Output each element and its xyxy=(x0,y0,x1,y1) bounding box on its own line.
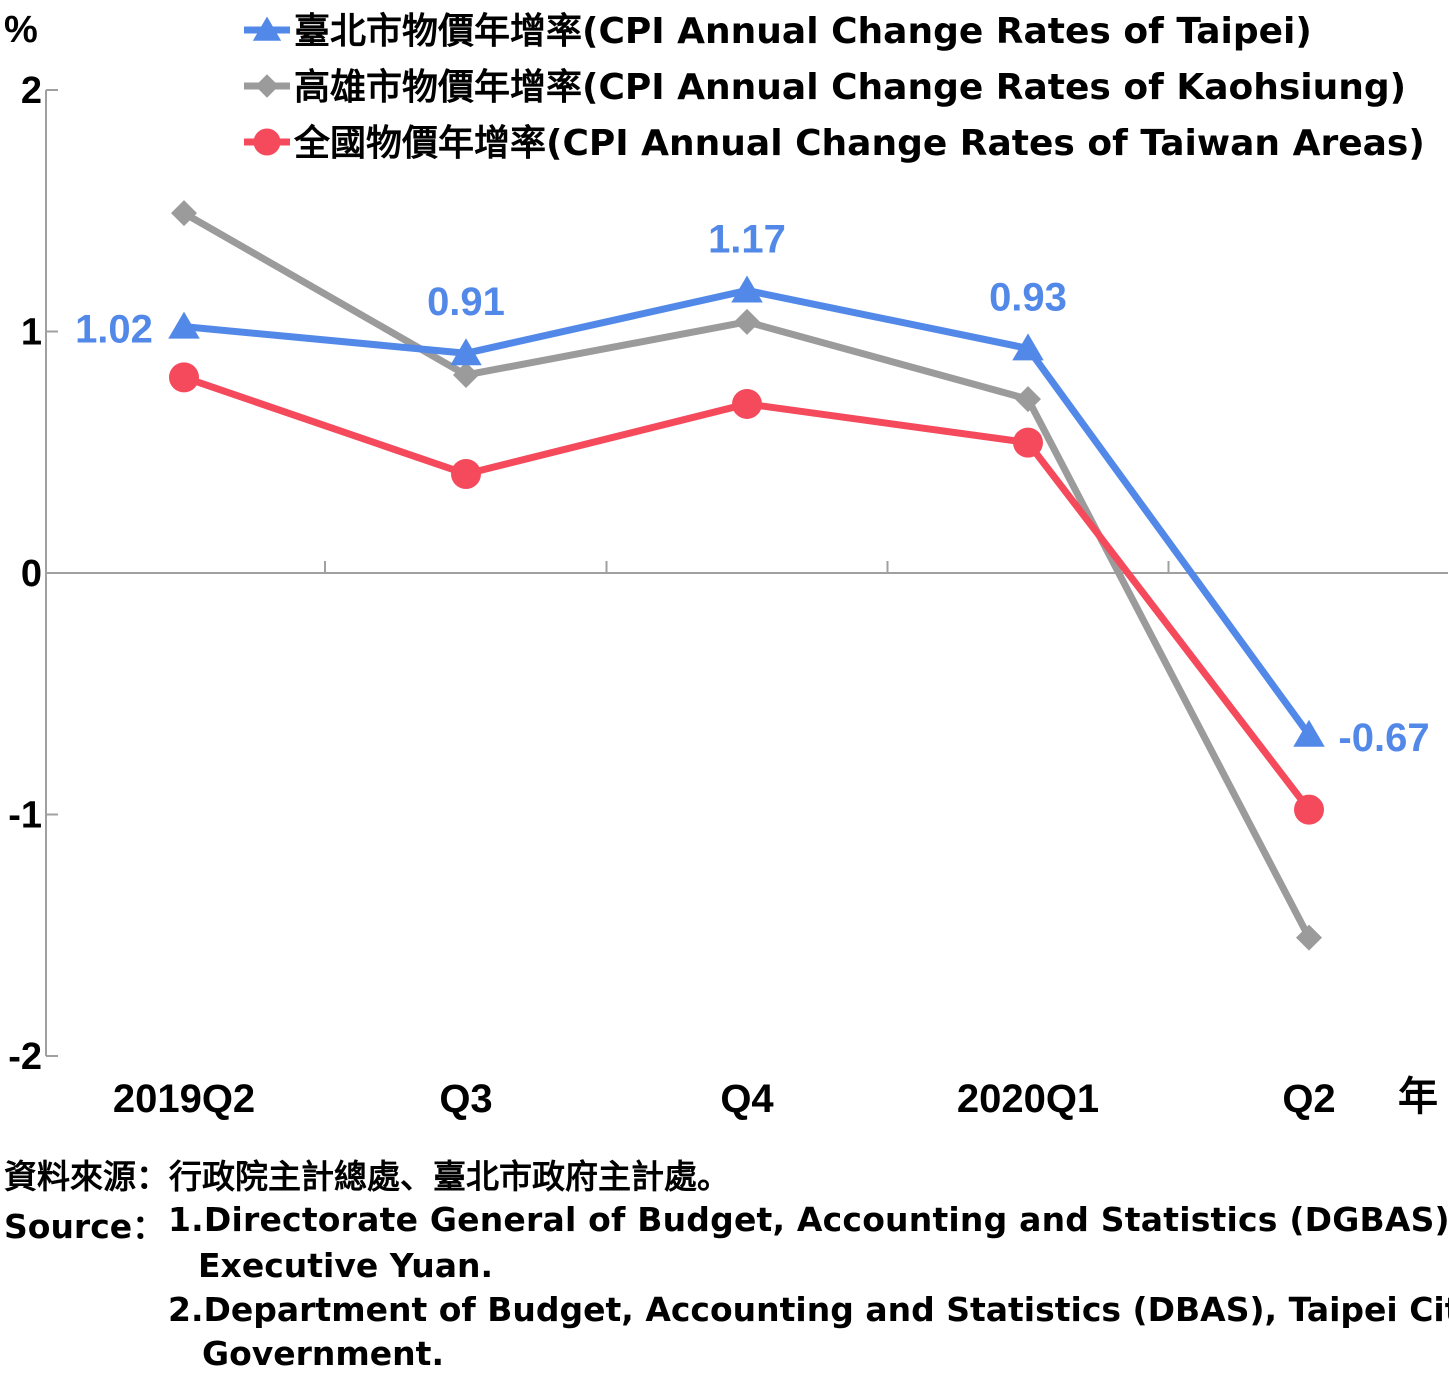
y-tick-label: 2 xyxy=(21,70,42,112)
marker-circle xyxy=(1294,794,1324,825)
y-tick-label: 0 xyxy=(21,553,42,595)
data-label: 1.17 xyxy=(708,217,786,261)
axes: 2 1 0 -1 -2 2019Q2 Q3 Q4 2020Q1 Q2% 年 xyxy=(4,9,1448,1121)
series-1 xyxy=(171,200,1322,951)
marker-diamond xyxy=(1015,386,1041,413)
source-en-prefix: Source： xyxy=(4,1207,166,1246)
marker-diamond xyxy=(453,361,479,388)
legend-entry: 全國物價年增率(CPI Annual Change Rates of Taiwa… xyxy=(293,122,1425,164)
y-tick-label: -1 xyxy=(8,795,42,837)
data-labels: 1.02 0.91 1.17 0.93 -0.67 xyxy=(75,217,1430,759)
marker-diamond xyxy=(255,74,279,98)
marker-triangle xyxy=(1012,333,1044,361)
y-tick-label: 1 xyxy=(21,312,42,354)
marker-circle xyxy=(451,458,481,489)
cpi-line-chart: 2 1 0 -1 -2 2019Q2 Q3 Q4 2020Q1 Q2% 年 1.02 0.91 1.17… xyxy=(4,9,1448,1121)
x-tick-label: Q3 xyxy=(439,1077,492,1121)
legend-entry: 高雄市物價年增率(CPI Annual Change Rates of Kaoh… xyxy=(294,67,1406,108)
y-tick-label: -2 xyxy=(8,1036,42,1078)
marker-triangle xyxy=(168,311,200,339)
data-label: -0.67 xyxy=(1338,716,1429,760)
data-label: 0.91 xyxy=(427,280,505,324)
marker-circle xyxy=(732,388,762,419)
marker-diamond xyxy=(1296,924,1322,951)
x-tick-label: Q4 xyxy=(720,1077,774,1121)
x-axis-title: 年 xyxy=(1398,1075,1438,1119)
marker-triangle xyxy=(1293,719,1325,747)
series-line xyxy=(183,286,1312,737)
marker-circle xyxy=(253,128,281,156)
legend-entry: 臺北市物價年增率(CPI Annual Change Rates of Taip… xyxy=(294,11,1312,52)
data-label: 1.02 xyxy=(75,308,153,352)
source-en-1a: 1.Directorate General of Budget, Account… xyxy=(168,1200,1449,1239)
marker-diamond xyxy=(171,200,197,227)
series-layer xyxy=(168,200,1325,951)
x-tick-label: Q2 xyxy=(1282,1077,1335,1121)
marker-triangle xyxy=(731,275,763,303)
source-en-2a: 2.Department of Budget, Accounting and S… xyxy=(168,1290,1449,1329)
source-en-1b: Executive Yuan. xyxy=(198,1246,494,1285)
data-label: 0.93 xyxy=(989,275,1067,319)
series-2 xyxy=(169,362,1324,825)
y-axis-title: % xyxy=(4,9,38,51)
source-note: 資料來源：行政院主計總處、臺北市政府主計處。 Source： 1.Directo… xyxy=(4,1150,1449,1373)
legend: 臺北市物價年增率(CPI Annual Change Rates of Taip… xyxy=(244,11,1425,164)
source-zh: 資料來源：行政院主計總處、臺北市政府主計處。 xyxy=(4,1157,730,1196)
series-line xyxy=(182,374,1312,812)
source-en-2b: Government. xyxy=(202,1334,444,1373)
marker-circle xyxy=(1013,427,1043,458)
marker-circle xyxy=(169,362,199,393)
x-tick-label: 2019Q2 xyxy=(113,1077,255,1121)
x-tick-label: 2020Q1 xyxy=(957,1077,1099,1121)
series-0 xyxy=(168,275,1325,747)
marker-triangle xyxy=(450,338,482,366)
marker-triangle xyxy=(252,16,282,41)
marker-diamond xyxy=(734,308,760,335)
